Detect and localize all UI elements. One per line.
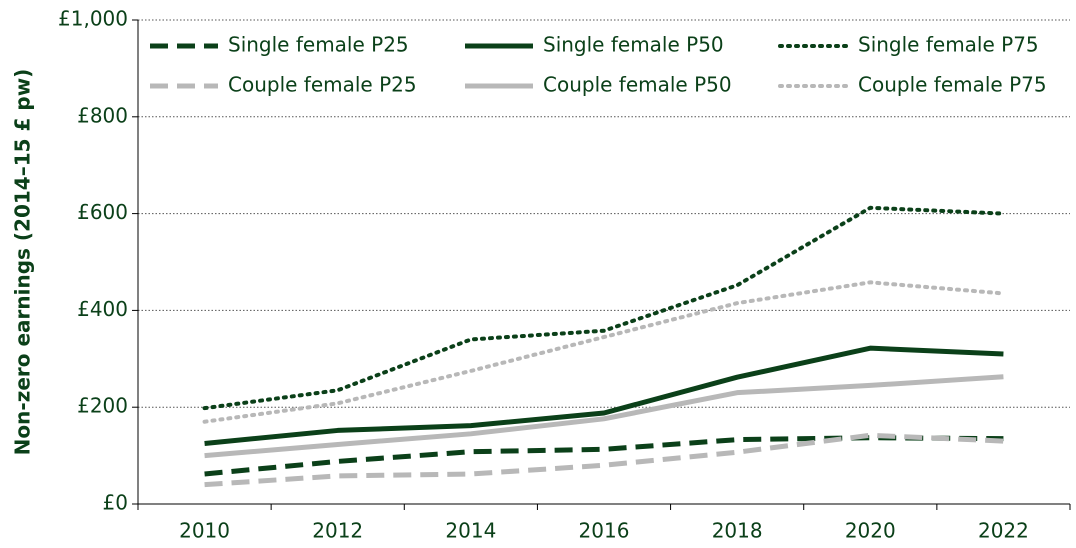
legend-label: Single female P25 — [228, 33, 409, 57]
legend-bg — [774, 70, 1076, 102]
legend-label: Couple female P75 — [858, 73, 1047, 97]
x-tick-label: 2010 — [179, 519, 230, 543]
y-tick-label: £400 — [77, 297, 128, 321]
series-line — [204, 345, 1004, 446]
y-tick-label: £0 — [103, 491, 128, 515]
x-tick-label: 2022 — [978, 519, 1029, 543]
x-tick-label: 2012 — [312, 519, 363, 543]
y-axis-label: Non-zero earnings (2014–15 £ pw) — [11, 69, 35, 456]
series-line — [204, 432, 1004, 488]
series-line — [202, 205, 1006, 411]
x-tick-label: 2016 — [579, 519, 630, 543]
y-tick-label: £600 — [77, 200, 128, 224]
legend-label: Couple female P50 — [543, 73, 732, 97]
x-tick-label: 2020 — [845, 519, 896, 543]
x-tick-label: 2018 — [712, 519, 763, 543]
series-line — [204, 374, 1004, 459]
y-tick-label: £200 — [77, 394, 128, 418]
legend-label: Couple female P25 — [228, 73, 417, 97]
y-tick-label: £800 — [77, 103, 128, 127]
legend-label: Single female P75 — [858, 33, 1039, 57]
series-line — [202, 280, 1006, 424]
y-tick-label: £1,000 — [58, 7, 128, 31]
legend-bg — [774, 30, 1076, 62]
legend-label: Single female P50 — [543, 33, 724, 57]
x-tick-label: 2014 — [445, 519, 496, 543]
